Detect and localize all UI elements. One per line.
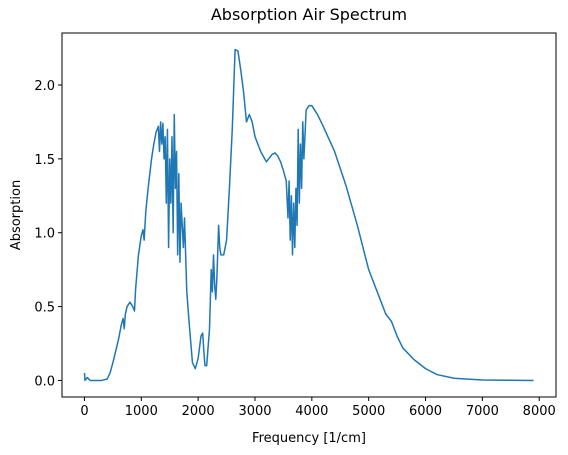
x-tick-label: 3000 xyxy=(238,404,271,419)
y-axis-label: Absorption xyxy=(9,180,24,250)
x-tick-label: 5000 xyxy=(352,404,385,419)
plot-frame xyxy=(61,32,557,398)
x-tick-label: 1000 xyxy=(125,404,158,419)
y-tick-label: 0.0 xyxy=(34,374,55,389)
x-tick-label: 0 xyxy=(80,404,88,419)
x-tick-label: 7000 xyxy=(466,404,499,419)
y-tick-label: 1.5 xyxy=(34,153,55,168)
chart-title: Absorption Air Spectrum xyxy=(211,5,407,24)
spectrum-line xyxy=(83,48,534,382)
x-tick-label: 8000 xyxy=(523,404,556,419)
x-tick-label: 4000 xyxy=(295,404,328,419)
y-tick-label: 1.0 xyxy=(34,227,55,242)
y-tick-label: 2.0 xyxy=(34,79,55,94)
x-axis-label: Frequency [1/cm] xyxy=(252,431,366,446)
x-tick-label: 2000 xyxy=(182,404,215,419)
x-tick-label: 6000 xyxy=(409,404,442,419)
y-tick-label: 0.5 xyxy=(34,301,55,316)
